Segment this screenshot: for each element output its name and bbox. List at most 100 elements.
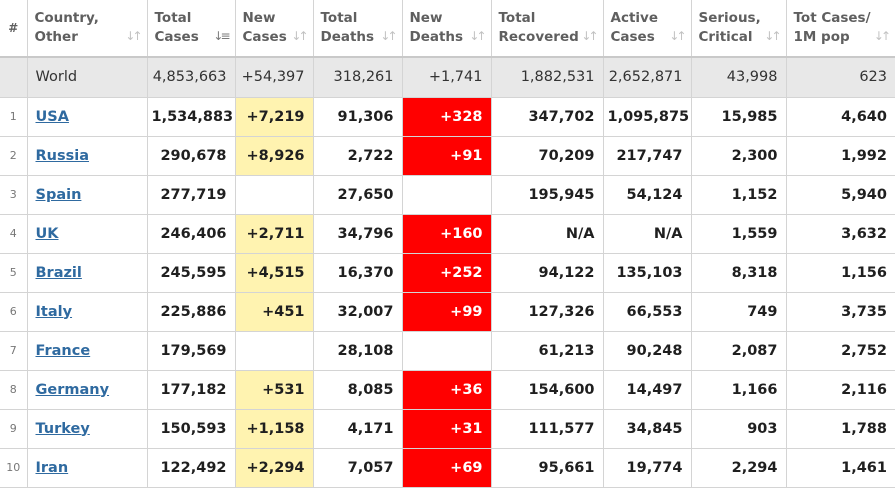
cell-serious-critical: 1,152	[691, 175, 787, 215]
row-index: 7	[0, 331, 28, 371]
cell-total-recovered: 94,122	[491, 253, 604, 293]
table-row: 7 France 179,569 28,108 61,213 90,248 2,087 2,7…	[0, 331, 895, 371]
country-link[interactable]: France	[35, 342, 91, 359]
cell-active-cases: 1,095,875	[603, 97, 692, 137]
cell-total-cases: 245,595	[147, 253, 236, 293]
country-link[interactable]: Germany	[35, 381, 110, 398]
sort-icon[interactable]: ↓↑	[125, 29, 142, 43]
country-link[interactable]: Spain	[35, 186, 82, 203]
cell-new-cases: +1,158	[235, 409, 314, 449]
country-link[interactable]: Iran	[35, 459, 69, 476]
country-link[interactable]: Russia	[35, 147, 90, 164]
country-cell: Turkey	[27, 409, 148, 449]
table-row: 10 Iran 122,492 +2,294 7,057 +69 95,661 19,774 2…	[0, 448, 895, 488]
header-country[interactable]: Country, Other ↓↑	[27, 0, 148, 58]
cell-serious-critical: 903	[691, 409, 787, 449]
header-total-recovered-line2: Recovered	[498, 29, 579, 45]
header-new-deaths[interactable]: New Deaths ↓↑	[402, 0, 492, 58]
sort-icon[interactable]: ↓↑	[291, 29, 308, 43]
world-new-deaths: +1,741	[402, 57, 492, 98]
sort-icon[interactable]: ↓↑	[469, 29, 486, 43]
country-cell: UK	[27, 214, 148, 254]
sort-icon[interactable]: ↓↑	[764, 29, 781, 43]
cell-tot-cases-1m: 1,156	[786, 253, 895, 293]
country-link[interactable]: UK	[35, 225, 59, 242]
header-country-line1: Country,	[34, 10, 99, 26]
cell-total-deaths: 4,171	[313, 409, 403, 449]
cell-tot-cases-1m: 3,735	[786, 292, 895, 332]
sort-desc-icon[interactable]: ↓≡	[213, 29, 230, 43]
cell-new-cases	[235, 331, 314, 371]
header-total-deaths[interactable]: Total Deaths ↓↑	[313, 0, 403, 58]
row-index: 1	[0, 97, 28, 137]
cell-new-deaths	[402, 175, 492, 215]
cell-tot-cases-1m: 3,632	[786, 214, 895, 254]
header-total-cases-line1: Total	[154, 10, 192, 26]
world-total-cases: 4,853,663	[147, 57, 236, 98]
sort-icon[interactable]: ↓↑	[873, 29, 891, 43]
country-link[interactable]: Turkey	[35, 420, 90, 437]
table-row: 6 Italy 225,886 +451 32,007 +99 127,326 66,553 7…	[0, 292, 895, 332]
table-row: 2 Russia 290,678 +8,926 2,722 +91 70,209 217,74…	[0, 136, 895, 176]
row-index: 10	[0, 448, 28, 488]
header-total-deaths-line2: Deaths	[320, 29, 375, 45]
table-header-row: # Country, Other ↓↑ Total Cases ↓≡ New C…	[0, 0, 895, 58]
header-new-deaths-line1: New	[409, 10, 443, 26]
cell-new-cases: +8,926	[235, 136, 314, 176]
country-link[interactable]: Italy	[35, 303, 73, 320]
cell-new-deaths: +252	[402, 253, 492, 293]
cell-total-cases: 1,534,883	[147, 97, 236, 137]
header-index[interactable]: #	[0, 0, 28, 58]
row-index: 5	[0, 253, 28, 293]
header-active-cases[interactable]: Active Cases ↓↑	[603, 0, 692, 58]
country-rows: 1 USA 1,534,883 +7,219 91,306 +328 347,702 1,09…	[0, 97, 895, 488]
sort-icon[interactable]: ↓↑	[380, 29, 397, 43]
cell-active-cases: 54,124	[603, 175, 692, 215]
header-new-cases-line1: New	[242, 10, 276, 26]
cell-total-deaths: 8,085	[313, 370, 403, 410]
header-total-cases[interactable]: Total Cases ↓≡	[147, 0, 236, 58]
cell-total-deaths: 27,650	[313, 175, 403, 215]
cell-new-deaths	[402, 331, 492, 371]
cell-total-recovered: 347,702	[491, 97, 604, 137]
cell-total-cases: 290,678	[147, 136, 236, 176]
header-new-deaths-line2: Deaths	[409, 29, 464, 45]
header-new-cases[interactable]: New Cases ↓↑	[235, 0, 314, 58]
world-new-cases: +54,397	[235, 57, 314, 98]
header-new-cases-line2: Cases	[242, 29, 287, 45]
cell-tot-cases-1m: 1,992	[786, 136, 895, 176]
country-cell: USA	[27, 97, 148, 137]
world-label: World	[27, 57, 148, 98]
country-link[interactable]: USA	[35, 108, 69, 125]
header-active-cases-line1: Active	[610, 10, 659, 26]
cell-serious-critical: 2,294	[691, 448, 787, 488]
country-link[interactable]: Brazil	[35, 264, 82, 281]
cell-serious-critical: 8,318	[691, 253, 787, 293]
cell-total-cases: 177,182	[147, 370, 236, 410]
cell-total-recovered: 61,213	[491, 331, 604, 371]
cell-total-cases: 246,406	[147, 214, 236, 254]
header-serious-critical-line1: Serious,	[698, 10, 761, 26]
cell-serious-critical: 1,559	[691, 214, 787, 254]
cell-active-cases: 217,747	[603, 136, 692, 176]
cell-serious-critical: 1,166	[691, 370, 787, 410]
cell-serious-critical: 2,300	[691, 136, 787, 176]
header-total-recovered[interactable]: Total Recovered ↓↑	[491, 0, 604, 58]
header-serious-critical[interactable]: Serious, Critical ↓↑	[691, 0, 787, 58]
country-cell: Brazil	[27, 253, 148, 293]
country-cell: France	[27, 331, 148, 371]
cell-total-cases: 277,719	[147, 175, 236, 215]
cell-total-cases: 122,492	[147, 448, 236, 488]
country-cell: Iran	[27, 448, 148, 488]
cell-new-cases: +7,219	[235, 97, 314, 137]
row-index: 3	[0, 175, 28, 215]
cell-serious-critical: 15,985	[691, 97, 787, 137]
cell-total-deaths: 34,796	[313, 214, 403, 254]
cell-total-recovered: 95,661	[491, 448, 604, 488]
sort-icon[interactable]: ↓↑	[581, 29, 598, 43]
cell-new-cases: +4,515	[235, 253, 314, 293]
sort-icon[interactable]: ↓↑	[669, 29, 686, 43]
header-tot-cases-1m[interactable]: Tot Cases/ 1M pop ↓↑	[786, 0, 895, 58]
cell-new-deaths: +99	[402, 292, 492, 332]
